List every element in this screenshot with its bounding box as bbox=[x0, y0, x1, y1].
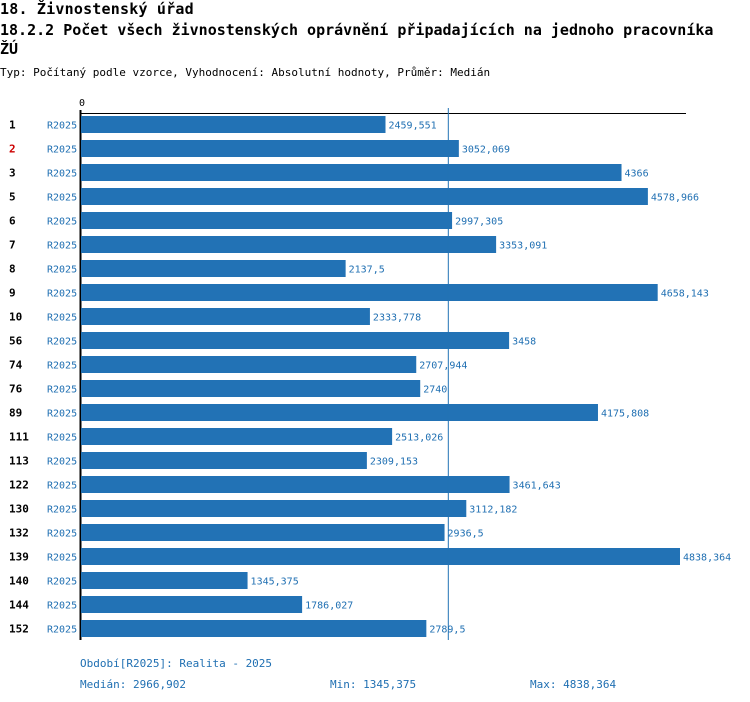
value-label: 2997,305 bbox=[455, 217, 503, 228]
value-label: 3458 bbox=[512, 337, 536, 348]
bar bbox=[81, 260, 346, 277]
value-label: 2789,5 bbox=[429, 625, 465, 636]
series-label: R2025 bbox=[47, 433, 77, 444]
category-label: 10 bbox=[9, 311, 22, 324]
value-label: 2333,778 bbox=[373, 313, 421, 324]
category-label: 1 bbox=[9, 119, 16, 132]
series-label: R2025 bbox=[47, 553, 77, 564]
category-label: 9 bbox=[9, 287, 16, 300]
bar bbox=[81, 164, 622, 181]
bar bbox=[81, 596, 303, 613]
bar bbox=[81, 284, 658, 301]
period-legend: Období[R2025]: Realita - 2025 bbox=[80, 657, 273, 670]
series-label: R2025 bbox=[47, 217, 77, 228]
page-title: 18. Živnostenský úřad bbox=[0, 0, 194, 18]
value-label: 2740 bbox=[423, 385, 447, 396]
value-label: 4658,143 bbox=[661, 289, 709, 300]
value-label: 4838,364 bbox=[683, 553, 731, 564]
series-label: R2025 bbox=[47, 337, 77, 348]
bar bbox=[81, 572, 248, 589]
chart-meta: Typ: Počítaný podle vzorce, Vyhodnocení:… bbox=[0, 66, 491, 79]
max-summary: Max: 4838,364 bbox=[530, 678, 617, 691]
bar bbox=[81, 236, 497, 253]
bar bbox=[81, 308, 370, 325]
bar bbox=[81, 380, 421, 397]
value-label: 2309,153 bbox=[370, 457, 418, 468]
category-label: 144 bbox=[9, 599, 29, 612]
category-label: 76 bbox=[9, 383, 23, 396]
value-label: 2707,944 bbox=[419, 361, 467, 372]
value-label: 3461,643 bbox=[513, 481, 561, 492]
category-label: 89 bbox=[9, 407, 22, 420]
category-label: 7 bbox=[9, 239, 16, 252]
series-label: R2025 bbox=[47, 241, 77, 252]
bar bbox=[81, 332, 510, 349]
category-label: 130 bbox=[9, 503, 29, 516]
value-label: 2459,551 bbox=[388, 121, 436, 132]
value-label: 3112,182 bbox=[469, 505, 517, 516]
value-label: 1345,375 bbox=[251, 577, 299, 588]
category-label: 111 bbox=[9, 431, 29, 444]
series-label: R2025 bbox=[47, 193, 77, 204]
bar bbox=[81, 476, 510, 493]
series-label: R2025 bbox=[47, 145, 77, 156]
series-label: R2025 bbox=[47, 457, 77, 468]
bar bbox=[81, 428, 393, 445]
category-label: 8 bbox=[9, 263, 16, 276]
series-label: R2025 bbox=[47, 313, 77, 324]
value-label: 4366 bbox=[625, 169, 649, 180]
bar bbox=[81, 548, 680, 565]
min-summary: Min: 1345,375 bbox=[330, 678, 417, 691]
bar bbox=[81, 356, 417, 373]
category-label: 140 bbox=[9, 575, 29, 588]
series-label: R2025 bbox=[47, 289, 77, 300]
value-label: 2137,5 bbox=[349, 265, 385, 276]
value-label: 1786,027 bbox=[305, 601, 353, 612]
series-label: R2025 bbox=[47, 121, 77, 132]
series-label: R2025 bbox=[47, 409, 77, 420]
category-label: 132 bbox=[9, 527, 29, 540]
bar bbox=[81, 116, 386, 133]
series-label: R2025 bbox=[47, 169, 77, 180]
bar bbox=[81, 188, 648, 205]
series-label: R2025 bbox=[47, 529, 77, 540]
series-label: R2025 bbox=[47, 265, 77, 276]
value-label: 4175,808 bbox=[601, 409, 649, 420]
bar bbox=[81, 500, 467, 517]
category-label: 113 bbox=[9, 455, 29, 468]
category-label: 3 bbox=[9, 167, 16, 180]
value-label: 3052,069 bbox=[462, 145, 510, 156]
median-summary: Medián: 2966,902 bbox=[80, 678, 186, 691]
value-label: 3353,091 bbox=[499, 241, 547, 252]
bar bbox=[81, 524, 445, 541]
chart-title: 18.2.2 Počet všech živnostenských oprávn… bbox=[0, 21, 714, 58]
axis-zero-label: 0 bbox=[79, 98, 85, 109]
series-label: R2025 bbox=[47, 481, 77, 492]
series-label: R2025 bbox=[47, 577, 77, 588]
bar bbox=[81, 452, 367, 469]
bar bbox=[81, 620, 427, 637]
series-label: R2025 bbox=[47, 385, 77, 396]
category-label: 139 bbox=[9, 551, 29, 564]
category-label: 122 bbox=[9, 479, 29, 492]
series-label: R2025 bbox=[47, 625, 77, 636]
series-label: R2025 bbox=[47, 361, 77, 372]
bar bbox=[81, 140, 459, 157]
category-label: 2 bbox=[9, 143, 16, 156]
category-label: 152 bbox=[9, 623, 29, 636]
value-label: 4578,966 bbox=[651, 193, 699, 204]
value-label: 2513,026 bbox=[395, 433, 443, 444]
category-label: 74 bbox=[9, 359, 23, 372]
series-label: R2025 bbox=[47, 505, 77, 516]
series-label: R2025 bbox=[47, 601, 77, 612]
category-label: 6 bbox=[9, 215, 16, 228]
bar bbox=[81, 212, 453, 229]
value-label: 2936,5 bbox=[448, 529, 484, 540]
bar bbox=[81, 404, 598, 421]
category-label: 5 bbox=[9, 191, 16, 204]
category-label: 56 bbox=[9, 335, 23, 348]
